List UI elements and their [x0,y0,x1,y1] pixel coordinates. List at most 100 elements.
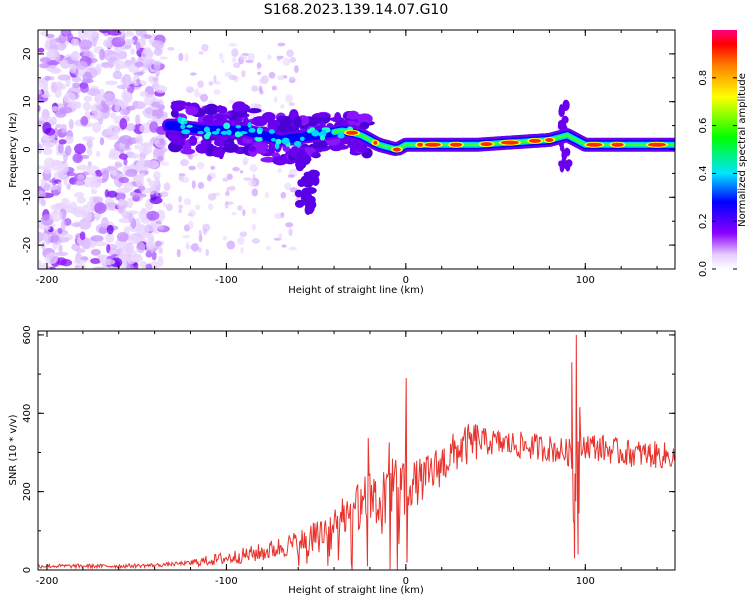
noise-blob [274,213,283,220]
noise-blob [72,82,81,89]
noise-blob [99,48,105,61]
noise-blob [159,137,165,146]
noise-blob [123,181,134,192]
noise-blob [38,231,44,243]
noise-blob [251,207,257,215]
noise-blob [42,141,55,148]
noise-blob [152,115,158,121]
hot-spot-core [346,130,359,135]
noise-blob [176,248,181,258]
noise-blob [139,261,148,268]
noise-blob [49,76,55,81]
noise-blob [163,182,171,191]
noise-blob [251,188,259,197]
noise-blob [273,96,278,103]
noise-blob [45,33,55,39]
signal-peak [203,126,210,133]
noise-blob [289,57,297,63]
noise-blob [141,207,147,215]
noise-blob [128,212,134,224]
noise-blob [135,30,143,37]
noise-blob [56,41,67,51]
noise-blob [153,47,163,56]
noise-blob [60,197,71,210]
noise-blob [152,76,159,82]
signal-peak [211,130,220,135]
noise-blob [281,244,287,248]
noise-blob [119,135,133,145]
noise-blob [89,114,103,119]
noise-blob [208,81,214,86]
noise-blob [145,263,153,269]
noise-blob [221,59,225,64]
noise-blob [108,152,122,160]
noise-blob [196,161,205,170]
noise-blob [105,232,115,243]
noise-blob [224,71,233,77]
colorbar-label: Normalized spectral amplitude [737,73,748,227]
noise-blob [258,85,263,92]
noise-blob [41,241,46,251]
colorbar-tick-label: 0.4 [698,165,709,181]
noise-blob [151,251,157,261]
noise-blob [288,228,293,237]
noise-blob [97,254,109,259]
noise-blob [154,177,161,186]
noise-blob [251,238,261,244]
noise-blob [219,52,224,60]
noise-blob [77,174,85,181]
noise-blob [45,225,51,231]
noise-blob [249,164,258,173]
noise-blob [104,80,118,86]
noise-blob [87,161,92,167]
signal-peak [311,130,320,137]
signal-blob [302,178,314,188]
signal-blob [217,106,228,114]
noise-blob [167,47,175,51]
signal-blob [294,189,303,198]
noise-blob [135,114,141,125]
noise-blob [40,31,48,36]
noise-blob [93,266,105,269]
noise-blob [187,153,193,160]
noise-blob [264,192,270,199]
noise-blob [126,263,135,269]
noise-blob [149,121,159,133]
noise-blob [155,220,162,225]
noise-blob [39,57,51,64]
spectrogram-xtick-label: -100 [215,275,238,286]
signal-peak [325,128,331,133]
noise-blob [69,63,77,74]
noise-blob [72,153,83,164]
noise-blob [123,157,128,166]
signal-blob [297,179,306,188]
signal-blob [357,113,373,125]
noise-blob [74,143,86,155]
signal-blob [188,135,198,146]
signal-peak [235,124,242,129]
noise-blob [140,142,155,147]
noise-blob [288,246,297,251]
noise-blob [268,71,276,79]
signal-peak [299,136,305,142]
noise-blob [228,43,238,47]
noise-blob [74,265,80,269]
noise-blob [41,93,52,98]
snr-ytick-label: 600 [22,325,33,344]
colorbar-tick-label: 0.0 [698,261,709,277]
noise-blob [280,104,285,109]
signal-peak [220,130,229,135]
noise-blob [63,92,76,104]
noise-blob [85,210,92,222]
noise-blob [60,123,67,134]
noise-blob [285,94,293,104]
noise-blob [136,241,146,254]
noise-blob [213,75,217,84]
noise-blob [232,166,240,172]
snr-ticks: -200 -100 0 100 0 200 400 600 [22,325,675,587]
noise-blob [282,57,291,66]
signal-blob [170,135,186,145]
noise-blob [40,262,50,269]
noise-blob [285,222,294,228]
noise-blob [278,232,283,241]
